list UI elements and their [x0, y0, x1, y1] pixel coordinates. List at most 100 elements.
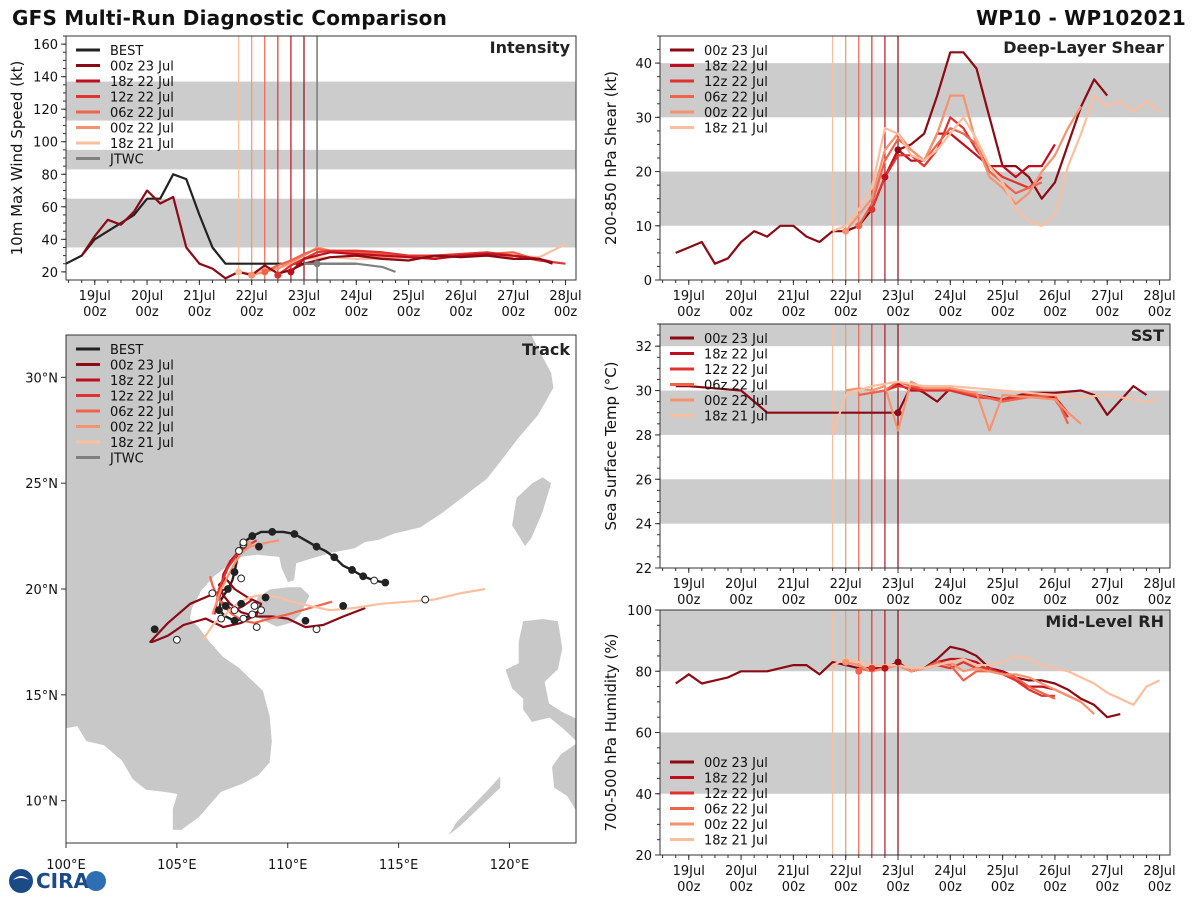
panel-title: SST — [1131, 326, 1164, 345]
legend-label: 18z 22 Jul — [110, 374, 174, 389]
panel-rh: 2040608010019Jul00z20Jul00z21Jul00z22Jul… — [602, 604, 1176, 895]
track-line — [211, 539, 280, 615]
init-marker — [881, 664, 889, 672]
x-tick-hour: 00z — [240, 305, 264, 320]
x-tick-day: 20Jul — [725, 289, 757, 304]
y-tick-label: 30 — [635, 111, 652, 126]
x-tick-day: 19Jul — [673, 577, 705, 592]
shaded-band — [66, 81, 576, 121]
palawan-shape — [447, 774, 501, 837]
track-point — [268, 527, 277, 536]
x-tick-hour: 00z — [1096, 593, 1120, 608]
legend-label: BEST — [110, 343, 143, 358]
panel-track: 100°E 105°E 110°E 115°E 120°E 10°N 15°N 20°N 25°… — [25, 334, 577, 873]
y-tick-label: 20 — [635, 849, 652, 864]
x-tick-hour: 00z — [1043, 305, 1067, 320]
track-point — [381, 578, 390, 587]
x-tick-label: 110°E — [268, 858, 308, 873]
x-tick-hour: 00z — [991, 305, 1015, 320]
series-group — [66, 173, 566, 280]
y-tick-label: 80 — [635, 665, 652, 680]
x-tick-hour: 00z — [782, 305, 806, 320]
shaded-band — [660, 324, 1170, 347]
legend-label: JTWC — [109, 153, 144, 168]
x-tick-day: 27Jul — [1091, 289, 1123, 304]
track-point — [359, 572, 368, 581]
y-tick-label: 26 — [635, 473, 652, 488]
series-line — [857, 127, 1043, 227]
legend-label: 12z 22 Jul — [110, 390, 174, 405]
series-group — [675, 380, 1160, 436]
y-tick-label: 20°N — [25, 583, 58, 598]
y-axis-label: 700-500 hPa Humidity (%) — [602, 633, 620, 831]
logo-globe-icon — [9, 869, 33, 893]
series-line — [845, 380, 1082, 432]
track-point — [261, 593, 270, 602]
track-point — [235, 547, 243, 555]
x-tick-day: 23Jul — [882, 289, 914, 304]
series-line — [831, 380, 1160, 436]
x-tick-hour: 00z — [991, 593, 1015, 608]
x-tick-hour: 00z — [345, 305, 369, 320]
track-point — [215, 606, 223, 615]
legend-label: 00z 22 Jul — [110, 421, 174, 436]
track-point — [230, 616, 239, 625]
x-tick-day: 28Jul — [1143, 864, 1175, 879]
x-tick-hour: 00z — [449, 305, 473, 320]
legend-label: 06z 22 Jul — [110, 106, 174, 121]
track-point — [248, 610, 257, 619]
x-tick-day: 19Jul — [673, 864, 705, 879]
legend-label: 06z 22 Jul — [704, 91, 768, 106]
y-tick-label: 10 — [635, 220, 652, 235]
x-tick-hour: 00z — [1148, 880, 1172, 895]
init-marker — [261, 268, 269, 276]
track-point — [221, 602, 230, 610]
track-point — [237, 574, 246, 583]
init-marker — [881, 173, 889, 181]
legend-label: 00z 23 Jul — [704, 44, 768, 59]
legend-label: 18z 22 Jul — [110, 75, 174, 90]
x-tick-hour: 00z — [135, 305, 159, 320]
track-point — [250, 602, 259, 610]
init-marker — [842, 227, 850, 235]
y-tick-label: 30°N — [25, 371, 58, 386]
series-line — [832, 654, 1160, 706]
y-tick-label: 40 — [41, 233, 58, 248]
legend-label: JTWC — [109, 452, 144, 467]
borneo-shape — [420, 842, 453, 843]
x-tick-hour: 00z — [677, 880, 701, 895]
x-tick-hour: 00z — [292, 305, 316, 320]
x-tick-day: 26Jul — [1039, 864, 1071, 879]
panel-shear: 01020304019Jul00z20Jul00z21Jul00z22Jul00… — [602, 35, 1176, 320]
init-marker — [313, 260, 321, 268]
storm-id: WP10 - WP102021 — [976, 6, 1186, 30]
x-tick-label: 120°E — [490, 858, 530, 873]
x-tick-hour: 00z — [677, 593, 701, 608]
legend-label: 18z 21 Jul — [704, 834, 768, 849]
x-tick-day: 20Jul — [131, 289, 163, 304]
x-tick-hour: 00z — [834, 593, 858, 608]
track-point — [252, 623, 261, 631]
x-tick-label: 100°E — [46, 858, 86, 873]
x-tick-day: 22Jul — [830, 289, 862, 304]
x-tick-day: 26Jul — [445, 289, 477, 304]
y-tick-label: 24 — [635, 518, 652, 533]
y-tick-label: 25°N — [25, 477, 58, 492]
track-point — [237, 599, 246, 608]
legend-label: 00z 22 Jul — [110, 122, 174, 137]
x-tick-hour: 00z — [729, 593, 753, 608]
logo-swirl-icon — [13, 876, 29, 880]
shaded-band — [660, 732, 1170, 794]
track-point — [208, 589, 217, 598]
x-tick-hour: 00z — [502, 305, 526, 320]
x-tick-day: 24Jul — [934, 577, 966, 592]
panel-sst: 22242628303219Jul00z20Jul00z21Jul00z22Ju… — [602, 323, 1176, 608]
y-tick-label: 40 — [635, 57, 652, 72]
y-tick-label: 100 — [33, 136, 58, 151]
track-point — [370, 576, 379, 585]
x-tick-day: 25Jul — [986, 289, 1018, 304]
